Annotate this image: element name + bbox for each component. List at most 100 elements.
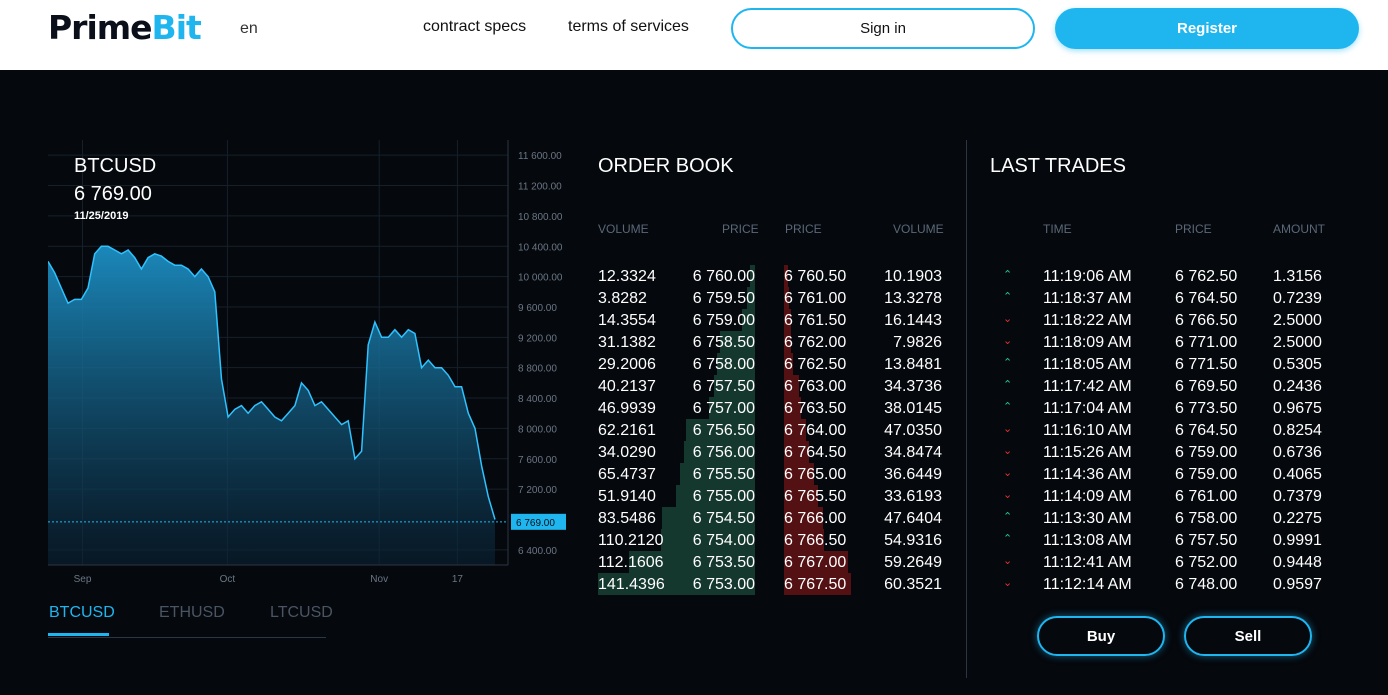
order-book-row[interactable]: 51.9140 6 755.00 6 765.50 33.6193 [598,485,942,507]
trade-row[interactable]: ⌄ 11:12:14 AM 6 748.00 0.9597 [990,573,1330,595]
order-book-row[interactable]: 141.4396 6 753.00 6 767.50 60.3521 [598,573,942,595]
register-button[interactable]: Register [1055,8,1359,49]
ask-volume: 38.0145 [884,400,942,417]
nav-terms-of-services[interactable]: terms of services [568,18,689,35]
order-book-row[interactable]: 31.1382 6 758.50 6 762.00 7.9826 [598,331,942,353]
order-book-row[interactable]: 12.3324 6 760.00 6 760.50 10.1903 [598,265,942,287]
trade-row[interactable]: ⌃ 11:13:30 AM 6 758.00 0.2275 [990,507,1330,529]
order-book-row[interactable]: 14.3554 6 759.00 6 761.50 16.1443 [598,309,942,331]
order-book-row[interactable]: 112.1606 6 753.50 6 767.00 59.2649 [598,551,942,573]
buy-button[interactable]: Buy [1037,616,1165,656]
trade-price: 6 752.00 [1175,554,1238,571]
bid-price: 6 756.50 [692,422,755,439]
y-tick-label: 7 200.00 [518,485,557,496]
arrow-down-icon: ⌄ [1003,489,1013,501]
trade-row[interactable]: ⌄ 11:14:09 AM 6 761.00 0.7379 [990,485,1330,507]
trade-row[interactable]: ⌄ 11:15:26 AM 6 759.00 0.6736 [990,441,1330,463]
ask-volume: 13.8481 [884,356,942,373]
trade-row[interactable]: ⌄ 11:18:22 AM 6 766.50 2.5000 [990,309,1330,331]
nav-contract-specs[interactable]: contract specs [423,18,527,35]
ask-depth-bar [784,287,789,309]
trade-row[interactable]: ⌃ 11:18:05 AM 6 771.50 0.5305 [990,353,1330,375]
ask-price: 6 765.50 [784,488,847,505]
ask-depth-bar [784,309,791,331]
y-tick-label: 9 600.00 [518,303,557,314]
bid-volume: 12.3324 [598,268,656,285]
ask-depth-bar [784,397,801,419]
order-book-row[interactable]: 3.8282 6 759.50 6 761.00 13.3278 [598,287,942,309]
trade-time: 11:18:37 AM [1043,290,1132,307]
trade-time: 11:12:14 AM [1043,576,1132,593]
trade-row[interactable]: ⌄ 11:14:36 AM 6 759.00 0.4065 [990,463,1330,485]
order-book-title: ORDER BOOK [598,155,734,177]
price-line [48,245,496,520]
trade-price: 6 758.00 [1175,510,1238,527]
order-book-row[interactable]: 29.2006 6 758.00 6 762.50 13.8481 [598,353,942,375]
lt-header-amount: AMOUNT [1273,222,1325,236]
price-chart-svg: 11 600.00 11 200.00 10 800.00 10 400.00 10 0… [48,140,566,585]
trade-row[interactable]: ⌄ 11:18:09 AM 6 771.00 2.5000 [990,331,1330,353]
trade-amount: 0.2275 [1273,510,1322,527]
ask-price: 6 764.50 [784,444,847,461]
order-book-row[interactable]: 34.0290 6 756.00 6 764.50 34.8474 [598,441,942,463]
order-book-row[interactable]: 110.2120 6 754.00 6 766.50 54.9316 [598,529,942,551]
sign-in-button[interactable]: Sign in [731,8,1035,49]
ask-depth-bar [784,441,809,463]
ask-depth-bar [784,573,851,595]
bid-price: 6 758.00 [692,356,755,373]
arrow-down-icon: ⌄ [1003,335,1013,347]
arrow-down-icon: ⌄ [1003,445,1013,457]
tab-ethusd[interactable]: ETHUSD [159,604,225,621]
trade-time: 11:18:09 AM [1043,334,1132,351]
bid-depth-bar [742,309,755,331]
sell-button[interactable]: Sell [1184,616,1312,656]
trade-row[interactable]: ⌃ 11:18:37 AM 6 764.50 0.7239 [990,287,1330,309]
order-book-row[interactable]: 46.9939 6 757.00 6 763.50 38.0145 [598,397,942,419]
tab-btcusd[interactable]: BTCUSD [49,604,115,621]
order-book-row[interactable]: 83.5486 6 754.50 6 766.00 47.6404 [598,507,942,529]
bid-depth-bar [661,529,755,551]
ask-price: 6 761.00 [784,290,847,307]
lt-header-time: TIME [1043,222,1072,236]
bid-volume: 110.2120 [598,532,664,549]
trade-row[interactable]: ⌄ 11:16:10 AM 6 764.50 0.8254 [990,419,1330,441]
order-book-row[interactable]: 62.2161 6 756.50 6 764.00 47.0350 [598,419,942,441]
bid-depth-bar [598,573,755,595]
trade-amount: 0.7379 [1273,488,1322,505]
bid-depth-bar [709,397,755,419]
language-selector[interactable]: en [240,20,258,37]
trade-row[interactable]: ⌄ 11:12:41 AM 6 752.00 0.9448 [990,551,1330,573]
active-tab-indicator [48,633,109,636]
tab-ltcusd[interactable]: LTCUSD [270,604,333,621]
trade-price: 6 759.00 [1175,466,1238,483]
bid-volume: 46.9939 [598,400,656,417]
y-tick-label: 8 400.00 [518,394,557,405]
ask-depth-bar [784,331,791,353]
bid-price: 6 758.50 [692,334,755,351]
order-book-row[interactable]: 65.4737 6 755.50 6 765.00 36.6449 [598,463,942,485]
ask-depth-bar [784,551,848,573]
ask-depth-bar [784,507,823,529]
ask-volume: 47.6404 [884,510,942,527]
arrow-up-icon: ⌃ [1003,357,1013,369]
ask-price: 6 762.00 [784,334,847,351]
primebit-logo[interactable]: PrimeBit [48,8,202,47]
trade-amount: 0.9597 [1273,576,1322,593]
trade-row[interactable]: ⌃ 11:17:04 AM 6 773.50 0.9675 [990,397,1330,419]
trade-time: 11:19:06 AM [1043,268,1132,285]
order-book-row[interactable]: 40.2137 6 757.50 6 763.00 34.3736 [598,375,942,397]
arrow-down-icon: ⌄ [1003,577,1013,589]
ask-price: 6 763.50 [784,400,847,417]
y-tick-label: 8 800.00 [518,364,557,375]
trade-row[interactable]: ⌃ 11:19:06 AM 6 762.50 1.3156 [990,265,1330,287]
y-tick-label: 11 200.00 [518,182,562,193]
bid-volume: 31.1382 [598,334,656,351]
bid-price: 6 760.00 [692,268,755,285]
trade-row[interactable]: ⌃ 11:17:42 AM 6 769.50 0.2436 [990,375,1330,397]
trade-row[interactable]: ⌃ 11:13:08 AM 6 757.50 0.9991 [990,529,1330,551]
ask-depth-bar [784,463,814,485]
trade-price: 6 757.50 [1175,532,1238,549]
y-tick-label: 10 800.00 [518,212,563,223]
bid-volume: 141.4396 [598,576,665,593]
bid-price: 6 759.50 [692,290,755,307]
